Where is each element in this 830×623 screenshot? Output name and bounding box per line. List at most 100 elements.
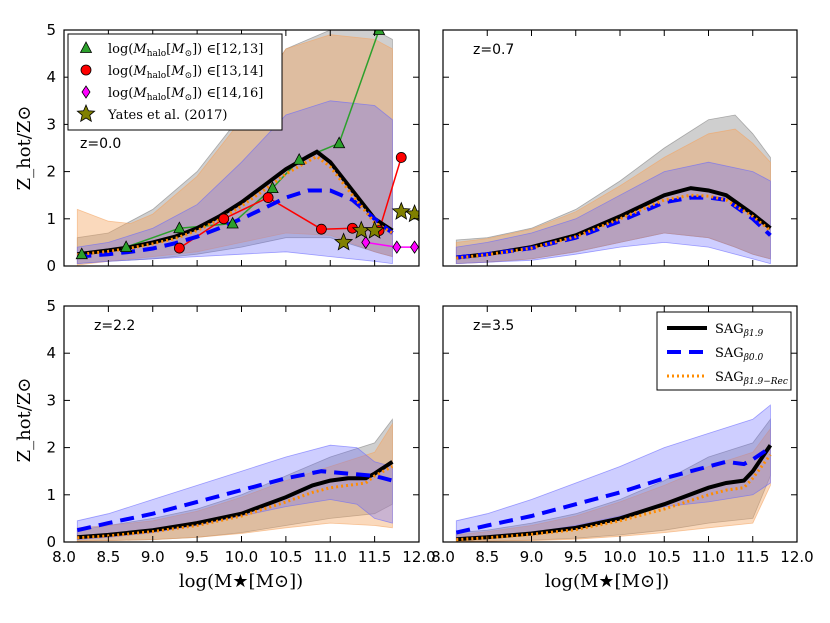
legend-label-base: SAG [715,322,744,337]
x-tick-label: 8.5 [475,548,499,566]
sagrec-line [77,154,394,257]
y-tick-label: 1 [46,486,56,504]
plot-frame [442,305,798,543]
x-tick-label: 12.0 [780,548,813,566]
sag00-line [76,469,393,533]
legend-label: Yates et al. (2017) [107,108,228,123]
yates-point [365,220,385,239]
x-tick-label: 9.5 [564,548,588,566]
band-blue-area [76,100,393,265]
legend-label-part: ]) ∈[12,13] [192,42,263,57]
y-tick-label: 4 [46,344,56,362]
y-axis-label-top: Z_hot/Z⊙ [14,106,35,191]
plot-content [455,114,772,265]
x-tick-label: 9.0 [520,548,544,566]
legend-marker-halo12 [79,41,93,53]
sag19-line [77,460,394,540]
yates-point [391,201,411,220]
legend-label-part: [ [166,86,171,101]
halo14-point [361,235,371,250]
plot-frame [63,29,420,267]
plot-content [76,418,394,542]
legend-marker-yates [76,103,96,123]
legend-label-part: log( [108,42,133,57]
x-tick-label: 11.0 [314,548,347,566]
y-tick-label: 0 [46,257,56,275]
x-tick-label: 11.5 [736,548,769,566]
x-tick-label: 8.5 [96,548,120,566]
plot-content [75,0,419,266]
y-tick-label: 5 [46,21,56,39]
legend-label-part: halo [147,71,166,81]
y-tick-label: 1 [46,210,56,228]
halo13-point [395,152,407,163]
x-axis-label-left: log(M★[M⊙]) [179,571,303,592]
legend-label-part: halo [147,93,166,103]
halo12-point [119,240,133,253]
legend-label-sub: β1.9 [743,329,764,339]
halo12-point [332,136,346,149]
sagrec-line [77,465,394,540]
yates-point [404,204,419,223]
legend-marker-halo14 [81,85,91,99]
legend-label: SAGβ1.9−Rec [715,370,788,387]
legend-marker-halo13 [80,64,92,76]
plot-frame [63,305,420,543]
legend-label: log(Mhalo[M⊙]) ∈[13,14] [108,64,263,81]
panel-z-2-2: 8.0 8.5 9.0 9.5 10.0 10.5 11.0 11.5 12.0 0 1 2 3 4 5 z=… [46,297,435,566]
legend-label-base: SAG [715,346,744,361]
sagrec-line [456,453,772,542]
y-tick-label: 3 [46,115,56,133]
legend-label-part: halo [147,49,166,59]
legend-label: SAGβ0.0 [715,346,763,363]
legend-label: log(Mhalo[M⊙]) ∈[12,13] [108,42,263,59]
y-tick-label: 5 [46,297,56,315]
legend-label-part: M [132,86,147,101]
x-tick-label: 8.0 [431,548,455,566]
halo14-point [410,240,419,254]
legend-observations: log(Mhalo[M⊙]) ∈[12,13]log(Mhalo[M⊙]) ∈[… [67,33,283,131]
x-tick-label: 10.0 [225,548,258,566]
x-tick-label: 10.5 [269,548,302,566]
legend-box [67,33,283,131]
x-tick-label: 11.0 [692,548,725,566]
legend-label-part: ⊙ [185,71,193,81]
legend-label-sub: β1.9−Rec [743,377,788,387]
halo12-point [75,247,88,260]
halo13-point [262,192,274,203]
redshift-label: z=0.7 [473,42,514,58]
legend-label-part: log( [108,86,133,101]
legend-label-part: log( [108,64,133,79]
x-axis-label-right: log(M★[M⊙]) [545,571,669,592]
x-tick-label: 11.5 [358,548,391,566]
y-tick-label: 2 [46,163,56,181]
yates-point [333,232,354,251]
halo12-point [226,216,239,229]
legend-label-part: M [132,64,147,79]
legend-label-part: M [170,42,185,57]
legend-label-part: [ [166,42,171,57]
y-tick-label: 2 [46,439,56,457]
plot-content [455,404,773,542]
x-tick-label: 9.0 [141,548,165,566]
y-tick-label: 4 [46,68,56,86]
y-tick-label: 0 [46,533,56,551]
halo13-point [218,213,230,225]
halo12-point [372,30,386,35]
halo12-point [293,152,306,165]
x-tick-label: 10.0 [603,548,636,566]
halo12-point [396,0,407,6]
x-tick-label: 8.0 [52,548,76,566]
plot-area [443,30,797,266]
legend-label: SAGβ1.9 [715,322,763,339]
halo13-point [315,223,327,235]
halo12-point [266,181,279,194]
halo14-point [392,240,402,254]
panel-z-0-7: z=0.7 [442,29,798,267]
legend-label-part: M [170,86,185,101]
legend-label-part: M [132,42,147,57]
y-axis-label-bottom: Z_hot/Z⊙ [14,378,35,463]
redshift-label: z=3.5 [473,318,514,334]
